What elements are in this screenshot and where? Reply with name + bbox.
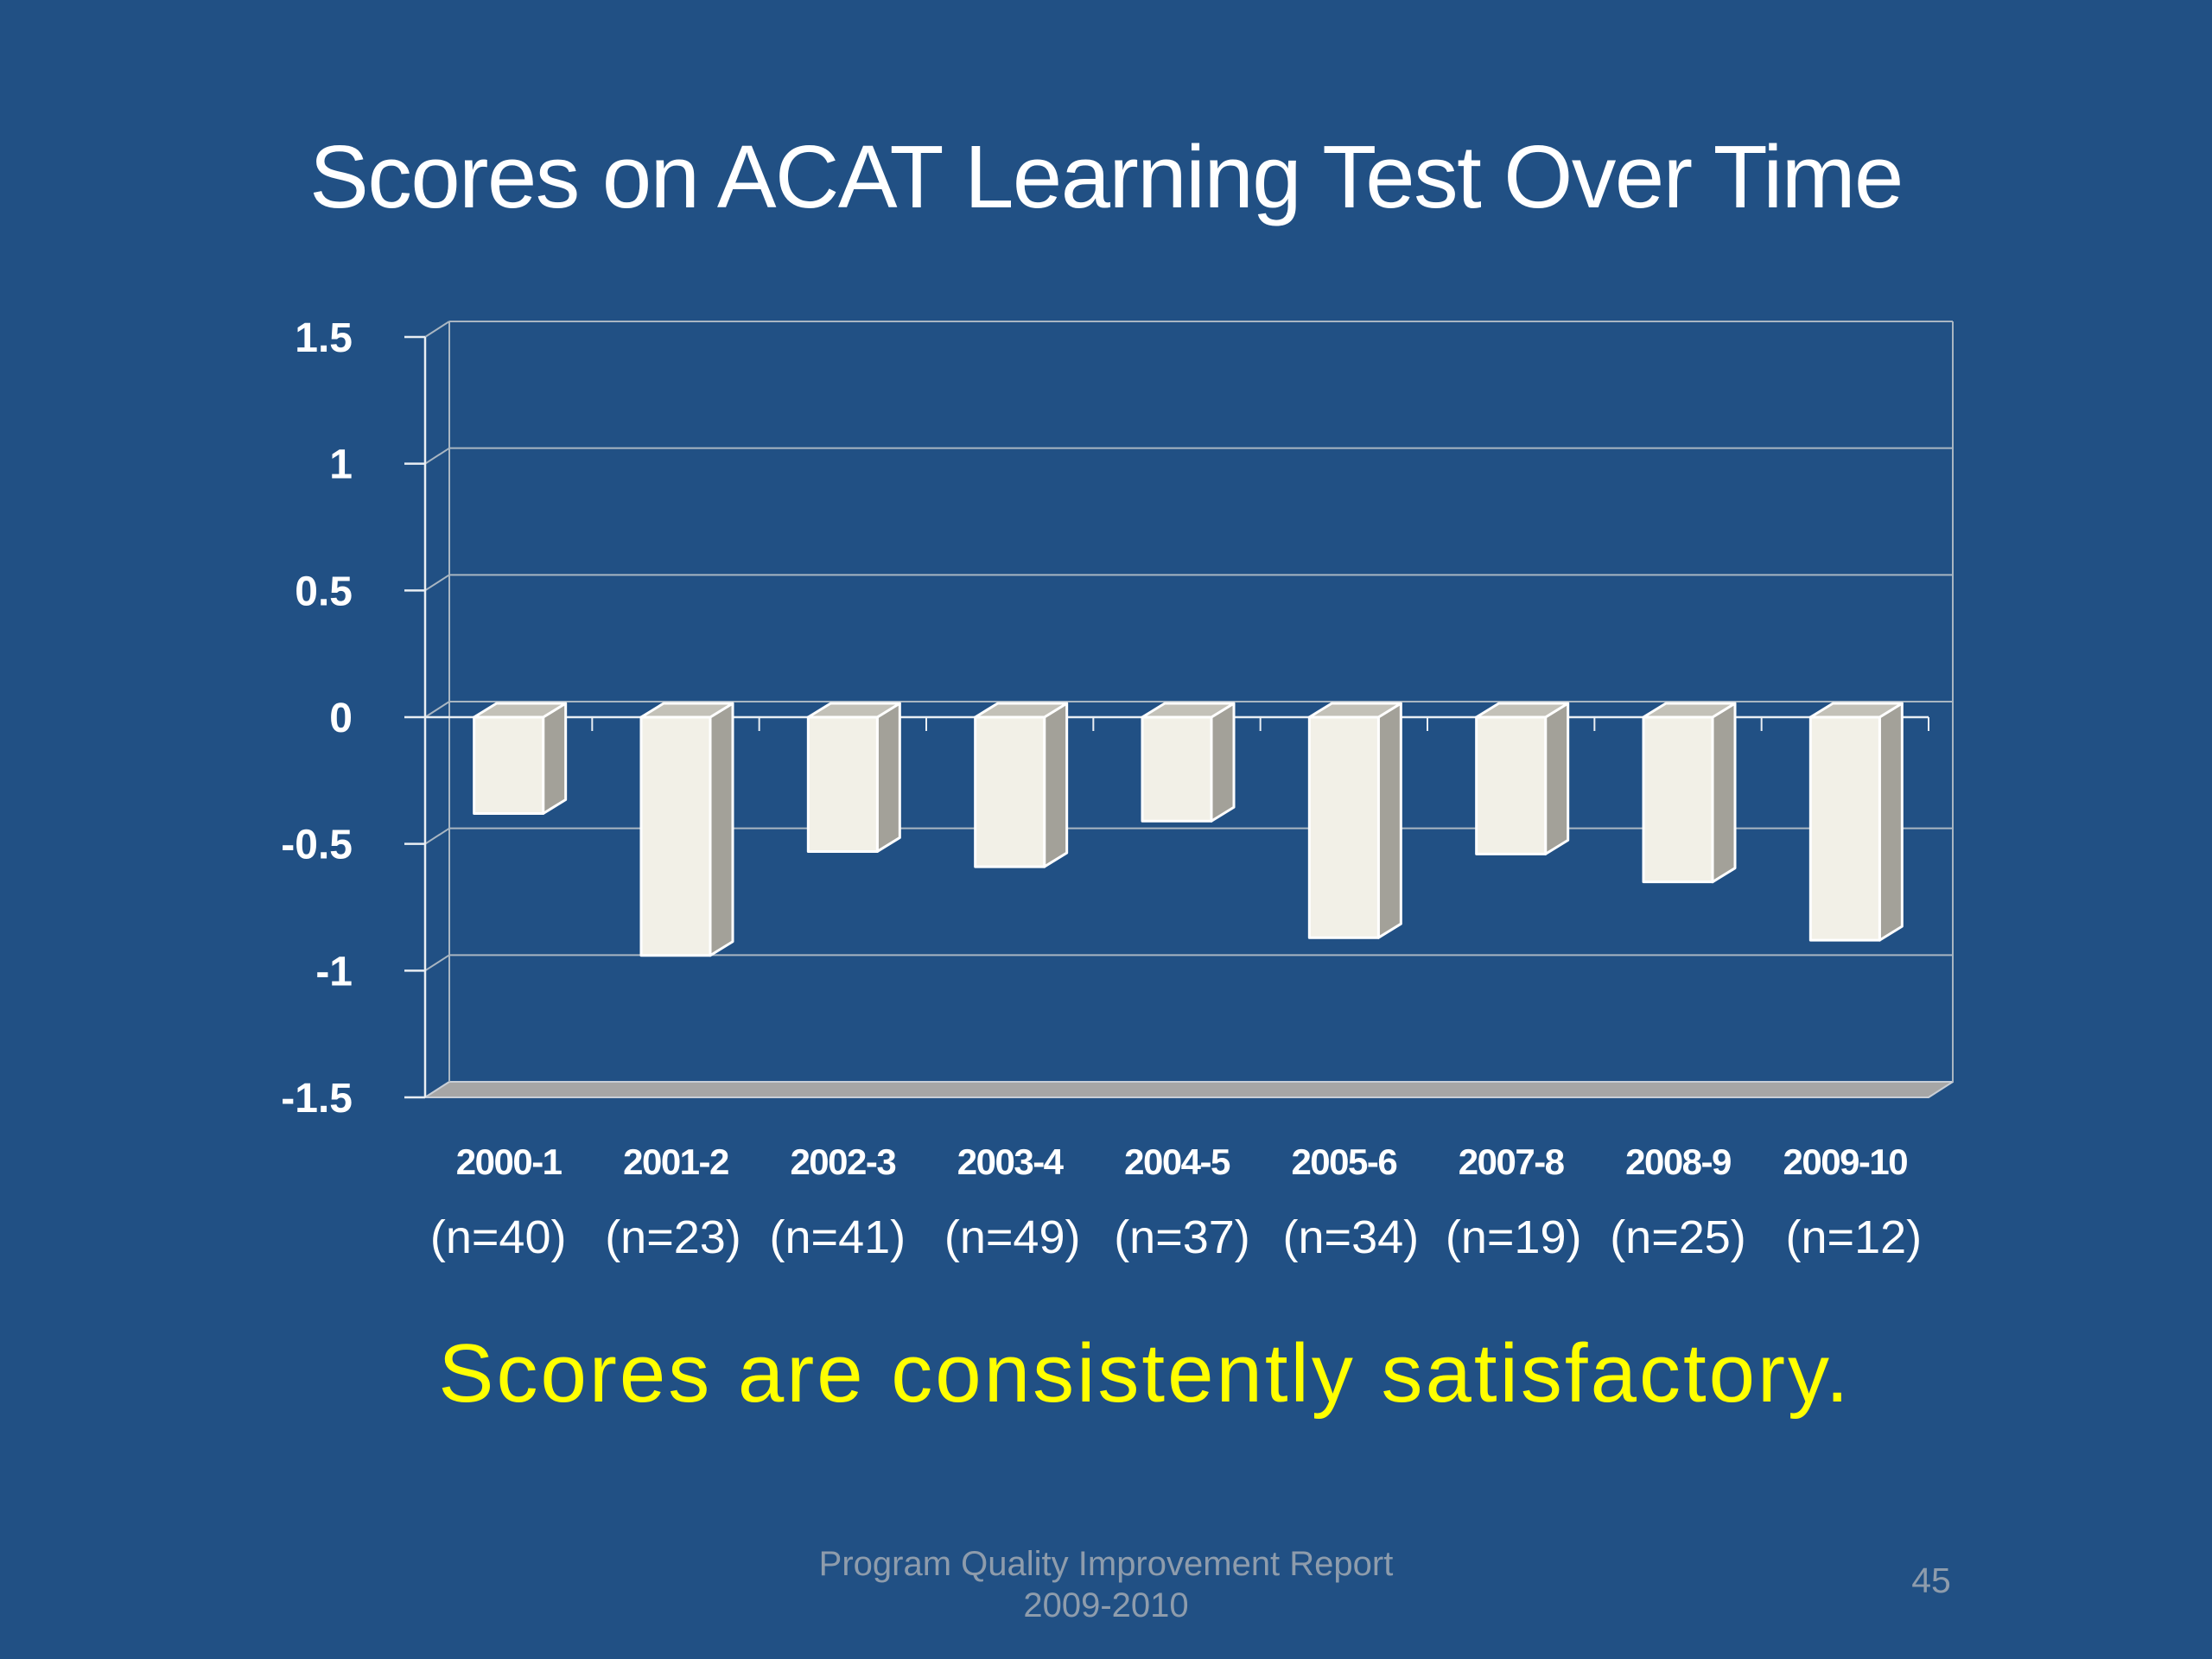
gridline-side-connector — [424, 954, 450, 972]
sample-size-label: (n=41) — [770, 1211, 906, 1263]
bar-front-face — [1475, 715, 1548, 855]
bar-side-face — [1878, 702, 1904, 942]
bar-side-face — [542, 702, 568, 815]
bar-side-face — [1210, 702, 1236, 823]
bar-2003-4 — [974, 702, 1069, 868]
bar-2008-9 — [1642, 702, 1737, 884]
bar-front-face — [806, 715, 879, 853]
sample-size-label: (n=19) — [1446, 1211, 1582, 1263]
footer-line-2: 2009-2010 — [1023, 1586, 1189, 1624]
footer: Program Quality Improvement Report 2009-… — [0, 1543, 2212, 1626]
bar-side-face — [1711, 702, 1737, 884]
sample-size-label: (n=49) — [944, 1211, 1081, 1263]
x-axis-label: 2003-4 — [957, 1141, 1065, 1182]
gridline-side-connector — [424, 321, 450, 338]
sample-size-label: (n=12) — [1786, 1211, 1923, 1263]
y-axis-label: -0.5 — [281, 823, 353, 868]
gridline-side-connector — [424, 447, 450, 465]
bar-side-face — [875, 702, 901, 853]
sample-size-label: (n=40) — [430, 1211, 567, 1263]
caption-text: Scores are consistently satisfactory. — [438, 1327, 1852, 1420]
x-axis-label: 2002-3 — [790, 1141, 895, 1182]
bar-side-face — [1544, 702, 1570, 855]
chart-floor — [424, 1080, 1954, 1098]
x-axis-label: 2007-8 — [1459, 1141, 1565, 1182]
bar-front-face — [1307, 715, 1380, 939]
sample-size-label: (n=25) — [1610, 1211, 1746, 1263]
sample-size-label: (n=37) — [1114, 1211, 1250, 1263]
bar-front-face — [639, 715, 712, 957]
x-axis-label: 2008-9 — [1625, 1141, 1731, 1182]
x-axis-label: 2005-6 — [1291, 1141, 1396, 1182]
x-axis-label: 2001-2 — [623, 1141, 728, 1182]
bar-front-face — [1808, 715, 1881, 942]
bar-2000-1 — [473, 702, 568, 815]
bar-front-face — [1141, 715, 1213, 823]
bar-front-face — [473, 715, 545, 815]
bar-2001-2 — [639, 702, 734, 957]
y-axis-label: 0 — [329, 696, 353, 741]
sample-size-label: (n=23) — [605, 1211, 741, 1263]
sample-size-label: (n=34) — [1283, 1211, 1420, 1263]
x-axis-label: 2004-5 — [1124, 1141, 1230, 1182]
gridline-side-connector — [424, 701, 450, 718]
bar-front-face — [1642, 715, 1714, 884]
bar-side-face — [1043, 702, 1069, 868]
y-axis-label: -1.5 — [281, 1076, 353, 1122]
gridline-side-connector — [424, 574, 450, 592]
gridline-side-connector — [424, 827, 450, 845]
bar-2004-5 — [1141, 702, 1236, 823]
bar-2007-8 — [1475, 702, 1570, 855]
x-axis-label: 2000-1 — [456, 1141, 563, 1182]
x-axis-label: 2009-10 — [1783, 1141, 1908, 1182]
bar-2009-10 — [1808, 702, 1904, 942]
page-number: 45 — [1911, 1560, 1951, 1600]
y-axis-label: 1 — [329, 442, 353, 488]
bar-front-face — [974, 715, 1046, 868]
bar-side-face — [709, 702, 734, 957]
y-axis-label: -1 — [315, 949, 353, 995]
bar-2002-3 — [806, 702, 901, 853]
footer-line-1: Program Quality Improvement Report — [818, 1545, 1394, 1583]
slide-title: Scores on ACAT Learning Test Over Time — [309, 127, 1904, 226]
bar-2005-6 — [1307, 702, 1402, 939]
bar-side-face — [1376, 702, 1402, 939]
y-axis-label: 0.5 — [295, 569, 353, 614]
y-axis-label: 1.5 — [295, 315, 353, 361]
